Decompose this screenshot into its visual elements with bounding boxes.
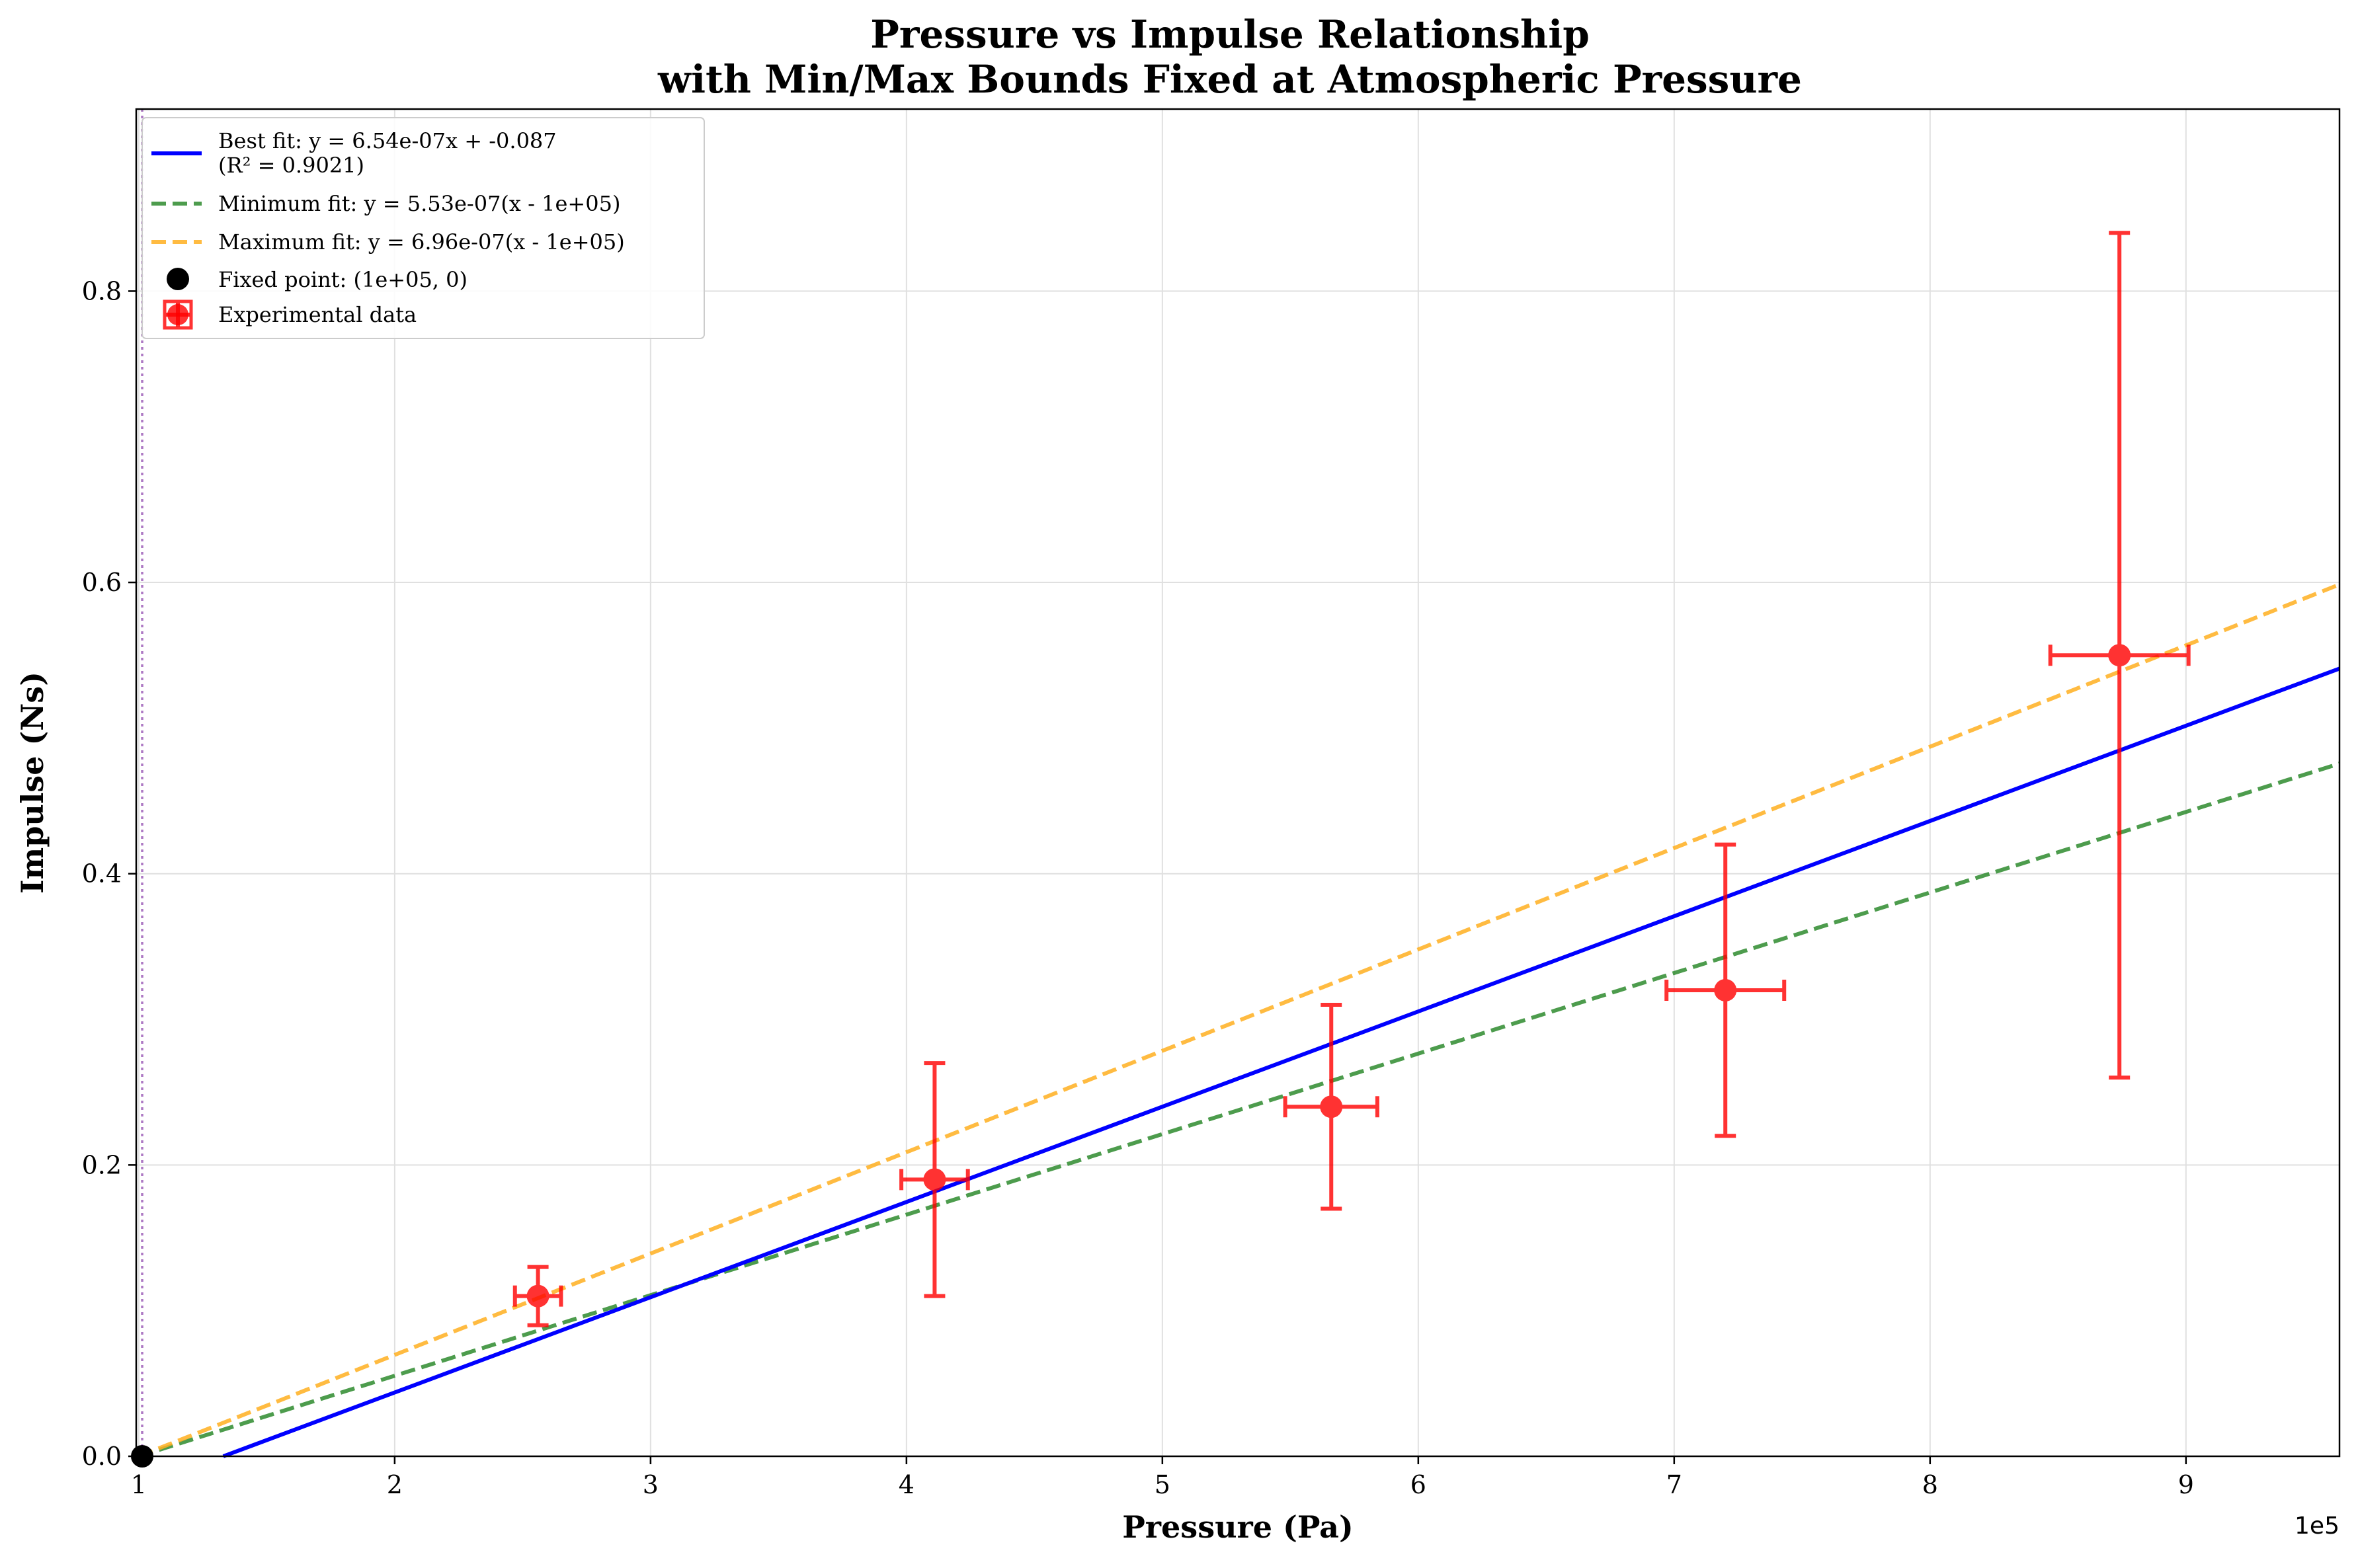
x-axis-label: Pressure (Pa) — [1122, 1509, 1354, 1545]
best-fit-line — [222, 666, 2341, 1458]
x-tick-label: 1 — [131, 1470, 147, 1499]
data-point-group — [899, 1061, 970, 1298]
x-tick-label: 6 — [1410, 1470, 1426, 1499]
y-axis-label: Impulse (Ns) — [15, 672, 50, 894]
data-point — [2108, 644, 2131, 667]
y-tick-label: 0.8 — [82, 276, 122, 305]
x-axis-offset-label: 1e5 — [2295, 1512, 2340, 1540]
x-tick-label: 9 — [2178, 1470, 2194, 1499]
legend-fixed-point-label: Fixed point: (1e+05, 0) — [218, 267, 468, 292]
legend: Best fit: y = 6.54e-07x + -0.087 (R² = 0… — [142, 117, 705, 339]
x-tick-label: 7 — [1666, 1470, 1682, 1499]
x-tick-label: 5 — [1155, 1470, 1170, 1499]
y-tick-label: 0.0 — [82, 1442, 122, 1471]
data-point — [526, 1284, 549, 1308]
data-point — [1320, 1095, 1343, 1118]
y-axis-ticks: 0.0 0.2 0.4 0.6 0.8 — [82, 276, 136, 1471]
data-point-group — [1664, 842, 1787, 1138]
legend-swatch-caps — [163, 299, 193, 330]
y-tick-label: 0.4 — [82, 859, 122, 888]
maximum-fit-line — [138, 582, 2341, 1458]
minimum-fit-line — [138, 762, 2340, 1458]
data-points — [130, 231, 2191, 1468]
x-tick-label: 8 — [1922, 1470, 1938, 1499]
grid — [136, 109, 2340, 1457]
plot-frame — [135, 108, 2341, 1458]
y-tick-label: 0.2 — [82, 1150, 122, 1179]
legend-box — [142, 117, 705, 339]
x-tick-label: 4 — [899, 1470, 915, 1499]
legend-minimum-fit-label: Minimum fit: y = 5.53e-07(x - 1e+05) — [218, 191, 620, 216]
legend-best-fit-label: Best fit: y = 6.54e-07x + -0.087 — [218, 128, 557, 153]
legend-maximum-fit-label: Maximum fit: y = 6.96e-07(x - 1e+05) — [218, 229, 625, 255]
y-tick-label: 0.6 — [82, 568, 122, 597]
data-point-group — [2048, 231, 2191, 1080]
chart-title: Pressure vs Impulse Relationship — [870, 12, 1590, 57]
legend-fixed-point-swatch — [167, 268, 189, 290]
data-point — [1714, 978, 1737, 1001]
chart-subtitle: with Min/Max Bounds Fixed at Atmospheric… — [657, 57, 1802, 102]
legend-swatch-dot — [167, 304, 188, 325]
x-tick-label: 2 — [387, 1470, 403, 1499]
data-point-group — [512, 1265, 563, 1327]
x-tick-label: 3 — [643, 1470, 659, 1499]
legend-experimental-data-swatch — [163, 299, 193, 330]
x-axis-ticks: 1 2 3 4 5 6 7 8 9 — [131, 1456, 2194, 1499]
fit-lines — [138, 109, 2341, 1458]
legend-experimental-data-label: Experimental data — [218, 302, 417, 327]
legend-best-fit-r2: (R² = 0.9021) — [218, 153, 364, 178]
data-point-group — [1283, 1002, 1379, 1211]
data-point — [923, 1168, 946, 1191]
